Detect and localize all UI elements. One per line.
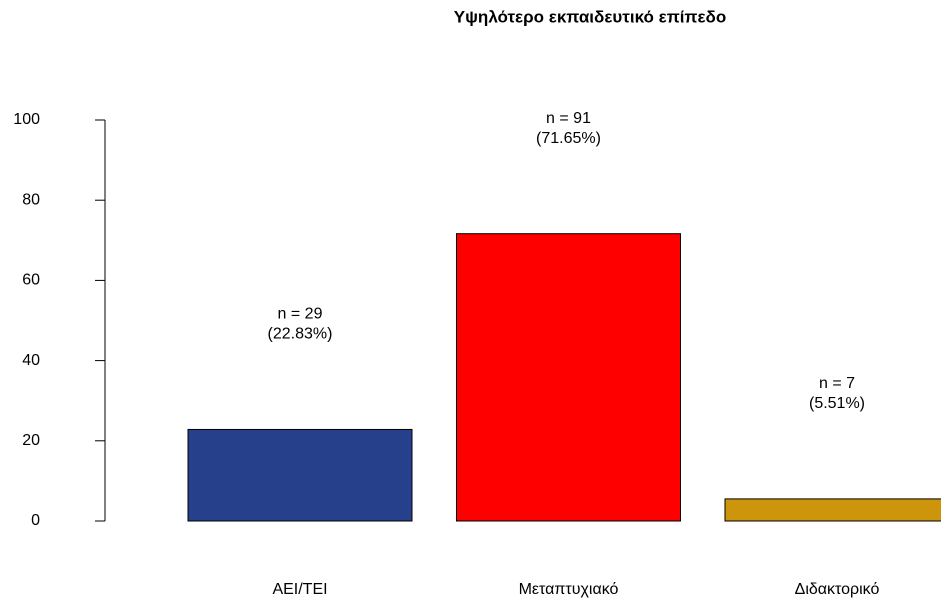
count-label: n = 7	[819, 375, 855, 392]
bar	[456, 233, 681, 522]
y-tick-label: 40	[22, 352, 40, 369]
bar	[187, 428, 413, 522]
x-tick-label: Μεταπτυχιακό	[519, 581, 619, 598]
value-label: (22.83%)	[268, 326, 333, 343]
y-tick-label: 100	[13, 111, 40, 128]
value-label: (5.51%)	[809, 395, 865, 412]
count-label: n = 91	[546, 110, 591, 127]
count-label: n = 29	[278, 306, 323, 323]
value-label: (71.65%)	[536, 130, 601, 147]
bar	[724, 498, 941, 522]
chart-title: Υψηλότερο εκπαιδευτικό επίπεδο	[454, 7, 726, 26]
y-tick-label: 60	[22, 272, 40, 289]
y-tick-label: 80	[22, 191, 40, 208]
y-tick-label: 0	[31, 512, 40, 529]
y-tick-label: 20	[22, 432, 40, 449]
x-tick-label: ΑΕΙ/ΤΕΙ	[272, 581, 327, 598]
x-tick-label: Διδακτορικό	[795, 581, 880, 598]
